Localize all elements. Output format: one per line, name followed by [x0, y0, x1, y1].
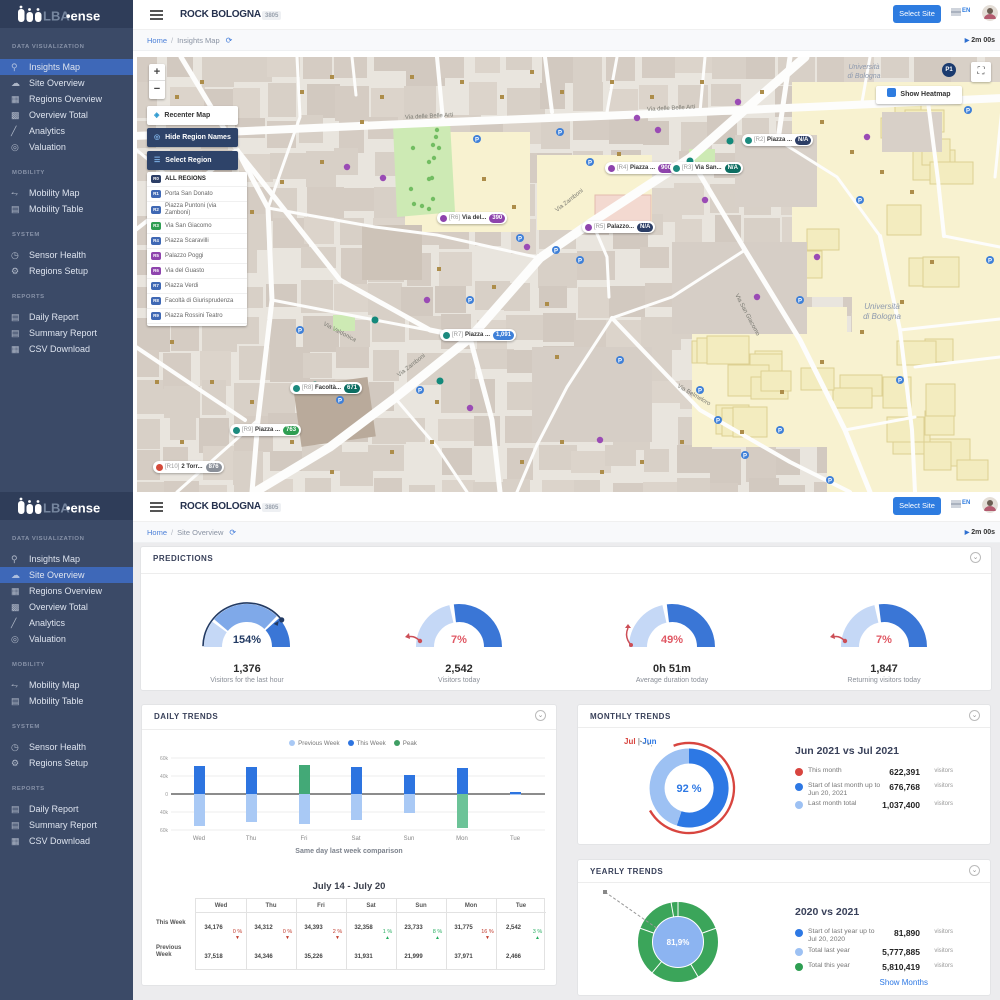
- svg-text:Università: Università: [864, 302, 900, 311]
- svg-text:P: P: [778, 428, 782, 434]
- svg-text:49%: 49%: [661, 634, 683, 646]
- svg-text:P: P: [716, 418, 720, 424]
- svg-text:P: P: [558, 130, 562, 136]
- svg-text:P: P: [588, 160, 592, 166]
- svg-text:LBA: LBA: [43, 501, 70, 516]
- svg-text:Sat: Sat: [351, 836, 360, 842]
- svg-text:P: P: [578, 258, 582, 264]
- svg-text:Via delle Belle Arti: Via delle Belle Arti: [405, 112, 454, 121]
- svg-text:•ense: •ense: [66, 9, 100, 24]
- svg-text:60k: 60k: [160, 828, 169, 834]
- svg-text:154%: 154%: [233, 634, 261, 646]
- svg-text:•ense: •ense: [66, 501, 100, 516]
- svg-text:P: P: [858, 198, 862, 204]
- svg-text:Sun: Sun: [404, 836, 415, 842]
- svg-text:Mon: Mon: [456, 836, 468, 842]
- svg-text:P: P: [898, 378, 902, 384]
- svg-text:P: P: [988, 258, 992, 264]
- svg-text:P: P: [418, 388, 422, 394]
- svg-text:60k: 60k: [160, 756, 169, 762]
- svg-text:P: P: [298, 328, 302, 334]
- svg-text:7%: 7%: [451, 634, 467, 646]
- svg-text:Università: Università: [848, 64, 879, 71]
- svg-text:81,9%: 81,9%: [667, 938, 690, 947]
- svg-text:P: P: [468, 298, 472, 304]
- svg-text:92 %: 92 %: [676, 783, 701, 795]
- svg-text:P: P: [518, 236, 522, 242]
- svg-text:0: 0: [165, 792, 168, 798]
- svg-text:P: P: [966, 108, 970, 114]
- svg-text:P: P: [475, 137, 479, 143]
- svg-text:40k: 40k: [160, 810, 169, 816]
- svg-text:LBA: LBA: [43, 9, 70, 24]
- svg-text:di Bologna: di Bologna: [863, 312, 901, 321]
- svg-text:Fri: Fri: [301, 836, 308, 842]
- svg-text:7%: 7%: [876, 634, 892, 646]
- svg-text:Thu: Thu: [246, 836, 256, 842]
- svg-text:P: P: [828, 478, 832, 484]
- svg-text:P: P: [338, 398, 342, 404]
- svg-text:P: P: [698, 388, 702, 394]
- svg-text:P: P: [798, 298, 802, 304]
- svg-text:di Bologna: di Bologna: [847, 73, 880, 80]
- svg-text:Via delle Belle Arti: Via delle Belle Arti: [647, 104, 696, 113]
- svg-text:P: P: [743, 453, 747, 459]
- svg-text:Tue: Tue: [510, 836, 521, 842]
- svg-text:P: P: [618, 358, 622, 364]
- svg-text:40k: 40k: [160, 774, 169, 780]
- svg-text:Wed: Wed: [193, 836, 205, 842]
- svg-text:P: P: [554, 248, 558, 254]
